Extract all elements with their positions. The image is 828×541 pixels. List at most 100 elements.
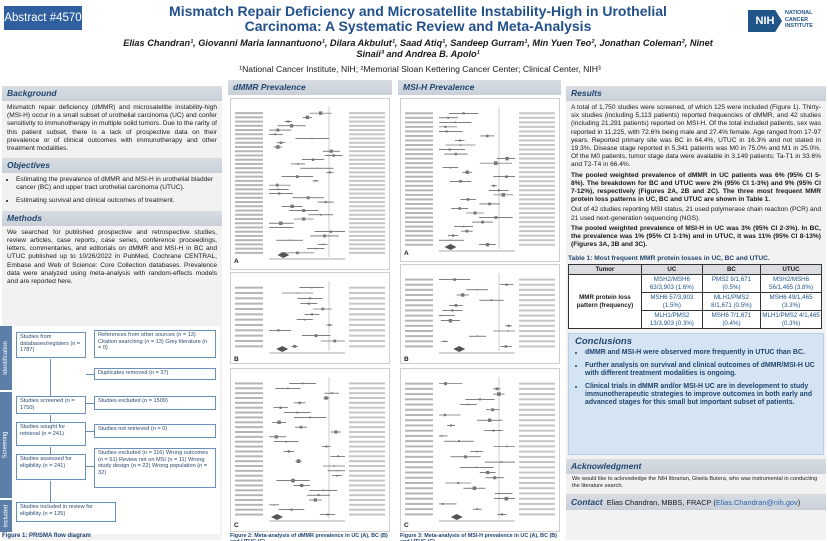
- results-msih-summary: The pooled weighted prevalence of MSI-H …: [571, 224, 821, 249]
- flow-box-databases: Studies from databases/registers (n = 17…: [16, 332, 86, 358]
- flow-box-excluded: Studies excluded (n = 1509): [94, 396, 216, 410]
- flow-connector: [86, 466, 94, 467]
- forest-plot-msih-utuc: [400, 368, 560, 532]
- dmmr-heading: dMMR Prevalence: [228, 80, 392, 95]
- table-cell: MSH2/MSH6 63/3,903 (1.6%): [640, 274, 703, 294]
- flow-box-not-retrieved: Studies not retrieved (n = 0): [94, 424, 216, 438]
- forest-plot-graphic: [235, 107, 385, 260]
- objectives-heading: Objectives: [2, 158, 222, 174]
- figure3-caption: Figure 3: Meta-analysis of MSI-H prevale…: [400, 533, 557, 541]
- mmr-loss-table: Tumor UC BC UTUC MMR protein loss patter…: [568, 264, 822, 330]
- conclusions-heading: Conclusions: [575, 336, 633, 348]
- figure1-caption: Figure 1: PRISMA flow diagram: [2, 533, 91, 539]
- table-cell: MLH1/PMS2 8/1,671 (0.5%): [701, 292, 762, 312]
- forest-plot-dmmr-bc: [230, 272, 390, 364]
- contact-email-link[interactable]: Elias.Chandran@nih.gov: [715, 498, 798, 507]
- table-header: Tumor: [568, 264, 642, 276]
- table-cell: MSH6 57/3,903 (1.5%): [640, 292, 703, 312]
- background-heading: Background: [2, 86, 222, 101]
- methods-heading: Methods: [2, 210, 222, 226]
- affiliations: ¹National Cancer Institute, NIH; ²Memori…: [239, 64, 601, 74]
- panel-label-c: C: [234, 522, 239, 529]
- table-row-header: MMR protein loss pattern (frequency): [568, 274, 642, 330]
- forest-plot-graphic: [405, 377, 555, 522]
- flow-connector: [50, 447, 51, 454]
- msih-heading: MSI-H Prevalence: [398, 80, 561, 95]
- flow-connector: [86, 431, 94, 432]
- acknowledgment-text: We would like to acknowledge the NIH lib…: [572, 476, 818, 490]
- flow-band-screening: Screening: [0, 392, 12, 498]
- conclusions-box: Conclusions dMMR and MSI-H were observed…: [568, 333, 824, 456]
- flow-band-included: Included: [0, 500, 12, 532]
- conclusion-item: Clinical trials in dMMR and/or MSI-H UC …: [585, 383, 817, 408]
- nih-badge: NIH: [748, 10, 782, 32]
- table-header: UC: [640, 264, 703, 276]
- table-cell: MLH1/PMS2 4/1,465 (0.3%): [760, 310, 822, 330]
- forest-plot-graphic: [235, 377, 385, 522]
- author-list: Elias Chandran¹, Giovanni Maria Iannantu…: [123, 38, 713, 59]
- panel-label-a: A: [404, 250, 409, 257]
- results-paragraph: A total of 1,750 studies were screened, …: [571, 104, 821, 169]
- table-header: UTUC: [760, 264, 822, 276]
- table-header: BC: [701, 264, 762, 276]
- objective-item: Estimating the prevalence of dMMR and MS…: [16, 176, 216, 192]
- forest-plot-msih-bc: [400, 264, 560, 364]
- table-cell: MSH6 49/1,465 (3.3%): [760, 292, 822, 312]
- table-cell: MSH6 7/1,671 (0.4%): [701, 310, 762, 330]
- nih-logo: NIH NATIONAL CANCER INSTITUTE: [748, 10, 822, 36]
- right-column: Results A total of 1,750 studies were sc…: [566, 86, 826, 540]
- table-row: MLH1/PMS2 13/3,903 (0.3%) MSH6 7/1,671 (…: [569, 310, 822, 330]
- nih-logo-text: NATIONAL CANCER INSTITUTE: [785, 10, 813, 29]
- results-msi-methods: Out of 42 studies reporting MSI status, …: [571, 206, 821, 222]
- table-cell: MSH2/MSH6 56/1,465 (3.8%): [760, 274, 822, 294]
- conclusions-list: dMMR and MSI-H were observed more freque…: [569, 349, 823, 407]
- methods-text: We searched for published prospective an…: [7, 228, 217, 286]
- flow-connector: [50, 415, 51, 422]
- poster-title: Mismatch Repair Deficiency and Microsate…: [169, 3, 667, 34]
- flow-connector: [86, 403, 94, 404]
- forest-plot-graphic: [405, 107, 555, 252]
- flow-connector: [50, 359, 51, 396]
- flow-box-included: Studies included in review for eligibili…: [16, 502, 116, 522]
- table-cell: PMS2 9/1,671 (0.5%): [701, 274, 762, 294]
- acknowledgment-heading: Acknowledgment: [566, 459, 826, 475]
- flow-connector: [50, 481, 51, 502]
- panel-label-b: B: [234, 356, 239, 363]
- forest-plot-dmmr-uc: [230, 98, 390, 270]
- contact-name: Elias Chandran, MBBS, FRACP: [606, 498, 712, 507]
- forest-plot-graphic: [405, 273, 555, 354]
- flow-connector: [86, 374, 94, 375]
- results-dmmr-summary: The pooled weighted prevalence of dMMR i…: [571, 171, 821, 204]
- table-row: MSH6 57/3,903 (1.5%) MLH1/PMS2 8/1,671 (…: [569, 292, 822, 312]
- flow-box-assessed: Studies assessed for eligibility (n = 24…: [16, 454, 86, 480]
- objectives-list: Estimating the prevalence of dMMR and MS…: [2, 173, 222, 211]
- table1-caption: Table 1: Most frequent MMR protein losse…: [568, 255, 770, 263]
- panel-label-b: B: [404, 356, 409, 363]
- flow-box-excluded-reasons: Studies excluded (n = 116) Wrong outcome…: [94, 448, 216, 488]
- panel-label-a: A: [234, 258, 239, 265]
- contact-label: Contact: [571, 497, 603, 507]
- table-header-row: Tumor UC BC UTUC: [568, 264, 822, 276]
- flow-box-screened: Studies screened (n = 1750): [16, 396, 86, 414]
- panel-label-c: C: [404, 522, 409, 529]
- flow-band-identification: Identification: [0, 326, 12, 390]
- prisma-flow-diagram: Identification Screening Included Studie…: [0, 326, 220, 534]
- results-heading: Results: [566, 86, 826, 101]
- forest-plot-msih-uc: [400, 98, 560, 262]
- conclusion-item: Further analysis on survival and clinica…: [585, 362, 817, 379]
- table-row: MMR protein loss pattern (frequency) MSH…: [568, 274, 822, 330]
- flow-box-sought: Studies sought for retrieval (n = 241): [16, 422, 86, 446]
- objective-item: Estimating survival and clinical outcome…: [16, 197, 216, 205]
- middle-column: dMMR Prevalence MSI-H Prevalence A B C A…: [228, 80, 561, 541]
- table-cell: MLH1/PMS2 13/3,903 (0.3%): [640, 310, 703, 330]
- flow-box-duplicates: Duplicates removed (n = 37): [94, 368, 216, 380]
- figure2-caption: Figure 2: Meta-analysis of dMMR prevalen…: [230, 533, 388, 541]
- contact-bar: Contact Elias Chandran, MBBS, FRACP (Eli…: [566, 494, 826, 510]
- flow-box-other-sources: References from other sources (n = 13) C…: [94, 330, 216, 358]
- conclusion-item: dMMR and MSI-H were observed more freque…: [585, 349, 817, 357]
- background-text: Mismatch repair deficiency (dMMR) and mi…: [7, 104, 217, 153]
- forest-plot-dmmr-utuc: [230, 368, 390, 532]
- forest-plot-graphic: [235, 281, 385, 354]
- abstract-number-badge: Abstract #4570: [4, 6, 82, 30]
